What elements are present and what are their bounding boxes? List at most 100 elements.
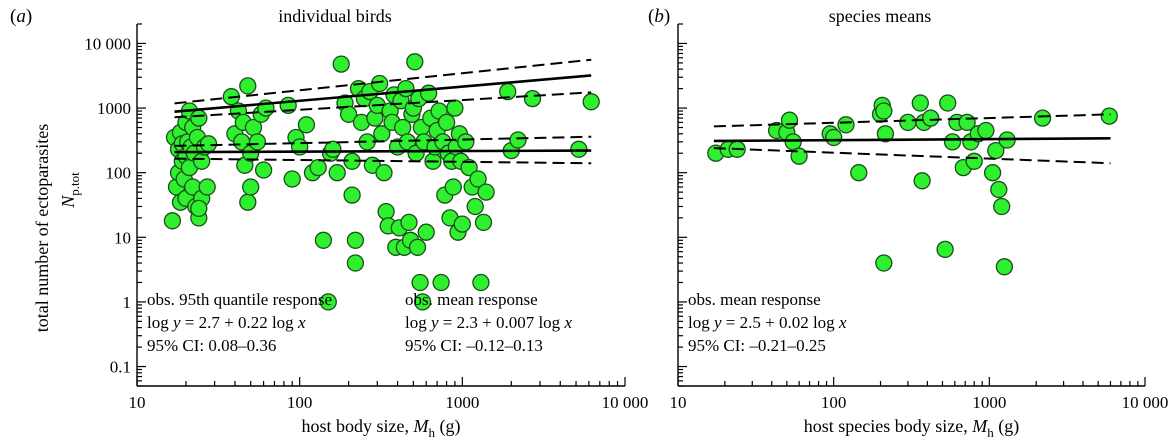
annotation-fragment: obs. mean response — [405, 290, 538, 309]
y-axis-label-text: total number of ectoparasites — [32, 124, 52, 332]
data-point — [437, 113, 456, 132]
data-point — [254, 161, 273, 179]
panel-individual-birds: 10 100 1000 10 000 0.1 1 10 100 1000 10 000 (a) ind… — [10, 6, 648, 440]
x-tick-label: 10 — [670, 393, 687, 412]
data-point — [922, 109, 940, 127]
x-tick-label: 100 — [821, 393, 847, 412]
annotation-fragment: log — [688, 313, 714, 332]
y-tick-label: 1 — [123, 293, 132, 312]
data-point — [190, 199, 208, 218]
annotation-line: log y = 2.5 + 0.02 log x — [688, 313, 847, 332]
data-point — [943, 133, 962, 151]
data-point — [523, 89, 542, 108]
data-point — [977, 121, 995, 140]
data-point — [242, 178, 260, 196]
data-point — [198, 178, 216, 196]
data-point — [876, 125, 895, 143]
annotation-fragment: = 2.5 + 0.02 log — [722, 313, 839, 332]
x-axis-label-symbol: M — [971, 416, 988, 436]
y-axis-symbol: Np.tot — [58, 172, 82, 209]
data-point — [582, 93, 600, 111]
y-tick-label: 1000 — [97, 99, 131, 118]
annotation-line: obs. mean response — [405, 290, 538, 309]
x-tick-label: 10 000 — [1122, 393, 1169, 412]
panel-letter-char: b — [654, 6, 664, 27]
data-point — [1033, 109, 1052, 127]
data-point — [328, 164, 346, 182]
panel-title: individual birds — [278, 6, 392, 26]
panel-letter: (a) — [10, 6, 32, 27]
data-point — [466, 197, 484, 216]
data-point — [875, 102, 893, 120]
annotation-line: obs. mean response — [688, 290, 821, 309]
x-axis-label-text: host body size, — [302, 416, 414, 436]
data-point — [990, 180, 1008, 199]
x-tick-label: 10 — [129, 393, 146, 412]
data-point — [460, 158, 478, 177]
panel-letter-char: a — [16, 6, 26, 27]
data-point — [400, 213, 418, 232]
data-point — [444, 178, 462, 196]
x-axis-label-subscript: h — [429, 425, 436, 440]
data-point — [936, 240, 954, 259]
data-point — [477, 183, 495, 201]
annotation-fragment: y — [429, 313, 439, 332]
annotation-fragment: = 2.3 + 0.007 log — [439, 313, 565, 332]
data-point — [469, 170, 487, 188]
fit-line-mean — [713, 137, 1111, 143]
x-axis-label-unit: (g) — [435, 416, 461, 437]
data-point — [995, 258, 1014, 276]
annotation-fragment: x — [563, 313, 572, 332]
data-point — [453, 215, 471, 233]
x-axis-label-symbol: M — [413, 416, 430, 436]
annotation-fragment: obs. 95th quantile response — [147, 290, 332, 309]
x-axis-label: host body size, Mh (g) — [302, 416, 461, 440]
data-point — [314, 231, 333, 249]
y-axis-symbol-subscript: p.tot — [67, 172, 82, 196]
annotation-fragment: log — [405, 313, 431, 332]
data-point — [163, 212, 182, 230]
data-point — [248, 133, 267, 151]
y-axis-symbol-letter: N — [58, 195, 78, 209]
data-point — [472, 273, 490, 292]
annotation-fragment: 95% CI: 0.08–0.36 — [147, 336, 276, 355]
data-point — [983, 164, 1002, 182]
annotation-fragment: x — [838, 313, 847, 332]
data-point — [432, 273, 450, 292]
annotation-fragment: obs. mean response — [688, 290, 821, 309]
annotation-line: log y = 2.7 + 0.22 log x — [147, 313, 306, 332]
data-point — [411, 273, 429, 292]
y-tick-label: 10 — [114, 228, 131, 247]
data-point — [875, 254, 893, 272]
data-point — [377, 202, 395, 221]
x-axis-label-unit: (g) — [994, 416, 1020, 437]
annotation-fragment: y — [171, 313, 181, 332]
panel-letter-open: ( — [648, 6, 654, 27]
data-point — [343, 186, 361, 204]
data-point — [474, 213, 493, 232]
annotation-fragment: = 2.7 + 0.22 log — [181, 313, 298, 332]
data-point — [899, 113, 917, 132]
panel-letter: (b) — [648, 6, 670, 27]
data-point — [780, 111, 799, 129]
ci-upper-mean — [174, 135, 592, 147]
x-axis-label-subscript: h — [987, 425, 994, 440]
data-point — [913, 172, 931, 190]
annotation-line: log y = 2.3 + 0.007 log x — [405, 313, 572, 332]
ci-upper-mean — [713, 113, 1111, 128]
data-point — [309, 158, 327, 177]
y-tick-label: 0.1 — [110, 358, 131, 377]
data-point — [965, 152, 983, 170]
ci-lower-95th-quantile — [174, 91, 592, 119]
panel-species-means: 10 100 1000 10 000 (b) species means host spec… — [648, 6, 1168, 440]
data-point — [825, 128, 843, 147]
annotation-line: 95% CI: –0.12–0.13 — [405, 336, 543, 355]
data-point — [408, 238, 427, 256]
y-tick-label: 10 000 — [84, 34, 131, 53]
data-point — [239, 77, 257, 95]
x-axis-label: host species body size, Mh (g) — [804, 416, 1019, 440]
data-point — [324, 140, 342, 158]
data-point — [339, 105, 358, 123]
ci-lower-mean — [174, 157, 592, 165]
